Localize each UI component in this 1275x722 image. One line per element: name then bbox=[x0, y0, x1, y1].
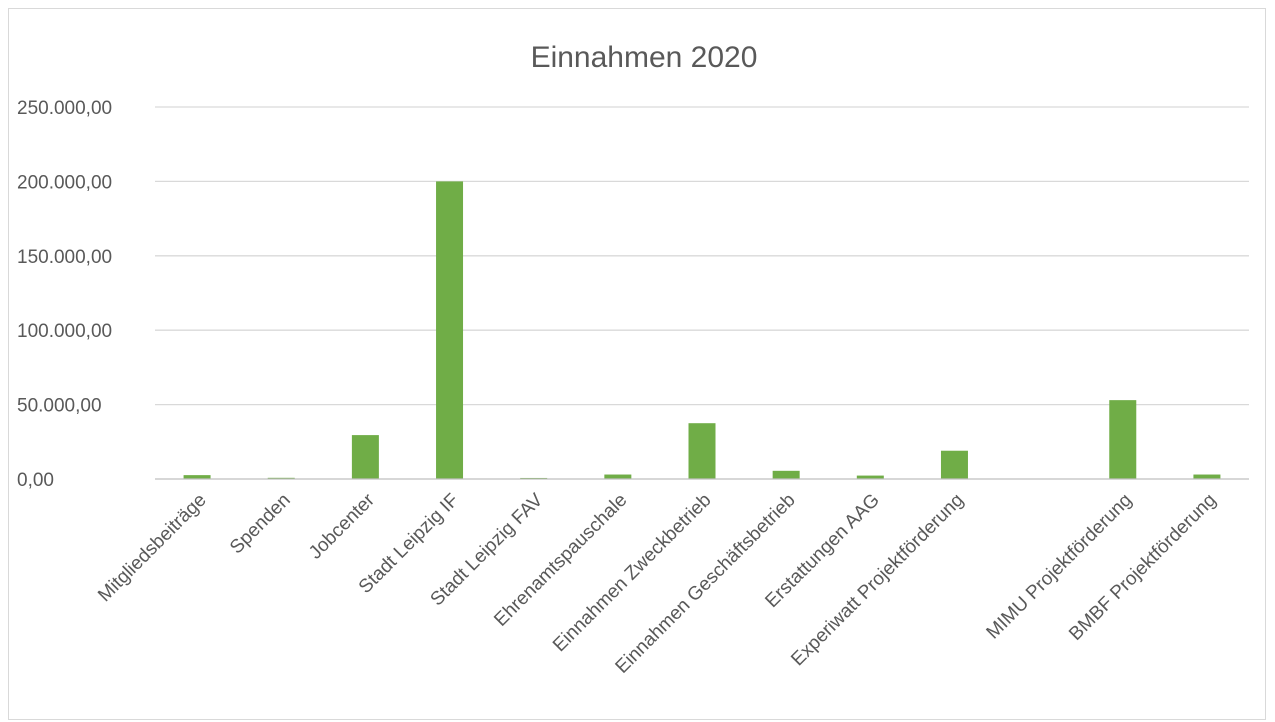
y-tick-label: 50.000,00 bbox=[17, 396, 102, 417]
y-tick-label: 100.000,00 bbox=[17, 321, 112, 342]
y-tick-label: 250.000,00 bbox=[17, 98, 112, 119]
chart-title: Einnahmen 2020 bbox=[531, 41, 758, 74]
chart-container: Einnahmen 2020 0,00 50.000,00 100.000,00 15… bbox=[8, 8, 1266, 720]
bar bbox=[856, 475, 884, 479]
bar bbox=[351, 435, 379, 479]
bar bbox=[604, 474, 632, 479]
x-tick-label: Mitgliedsbeiträge bbox=[94, 490, 210, 606]
x-tick-label: Experiwatt Projektförderung bbox=[787, 490, 968, 671]
bar-chart: Einnahmen 2020 0,00 50.000,00 100.000,00 15… bbox=[17, 41, 1249, 678]
y-tick-label: 0,00 bbox=[17, 470, 54, 491]
y-tick-label: 150.000,00 bbox=[17, 247, 112, 268]
gridlines bbox=[155, 106, 1249, 406]
bar bbox=[436, 181, 464, 479]
bar bbox=[940, 450, 968, 479]
bar bbox=[772, 470, 800, 479]
bars bbox=[183, 181, 1221, 479]
x-tick-label: Einnahmen Geschäftsbetrieb bbox=[612, 490, 800, 678]
bar bbox=[183, 475, 211, 479]
x-tick-label: Spenden bbox=[226, 490, 295, 559]
x-tick-label: Jobcenter bbox=[305, 489, 379, 563]
x-tick-label: Einnahmen Zweckbetrieb bbox=[549, 490, 715, 656]
bar bbox=[688, 423, 716, 479]
bar bbox=[1109, 400, 1137, 479]
x-tick-label: BMBF Projektförderung bbox=[1065, 490, 1220, 645]
bar bbox=[1193, 474, 1221, 479]
y-axis-tick-labels: 0,00 50.000,00 100.000,00 150.000,00 200.000… bbox=[17, 98, 112, 491]
y-tick-label: 200.000,00 bbox=[17, 172, 112, 193]
x-tick-label: MIMU Projektförderung bbox=[983, 490, 1137, 644]
